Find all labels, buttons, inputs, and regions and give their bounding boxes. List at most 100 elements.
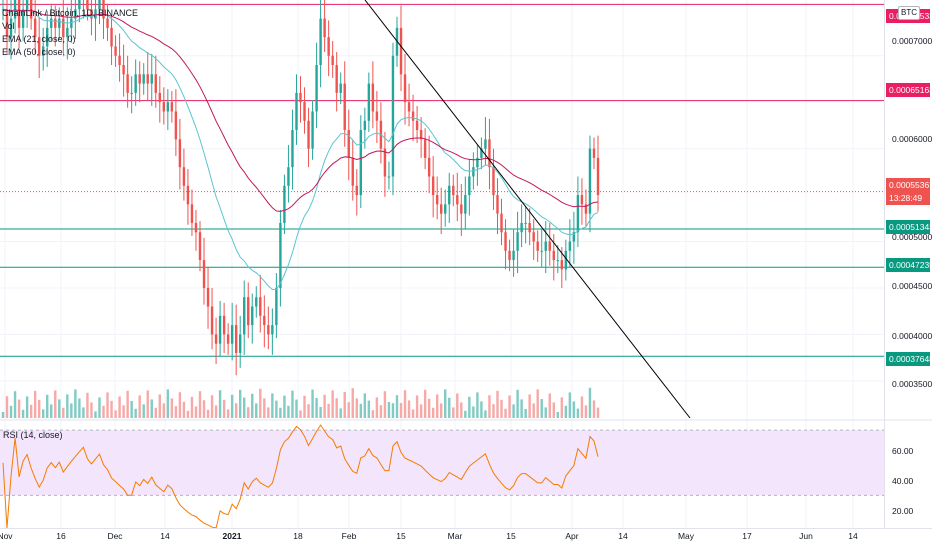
volume-bar: [351, 388, 354, 418]
candle-body: [576, 195, 580, 233]
candle-body: [114, 46, 117, 56]
symbol-title[interactable]: ChainLink / Bitcoin, 1D, BINANCE: [2, 8, 139, 18]
volume-bar: [202, 400, 206, 418]
candle-body: [46, 27, 49, 47]
volume-bar: [130, 401, 133, 418]
volume-bar: [419, 404, 423, 418]
candle-body: [90, 9, 93, 19]
rsi-legend[interactable]: RSI (14, close): [3, 430, 63, 440]
ema50-legend[interactable]: EMA (50, close, 0): [2, 47, 76, 57]
time-tick: 15: [396, 531, 406, 541]
volume-bar: [291, 390, 294, 418]
volume-bar: [247, 407, 250, 418]
candle-body: [584, 204, 588, 214]
candle-body: [118, 55, 121, 66]
volume-bar: [58, 399, 61, 418]
ema21-legend[interactable]: EMA (21, close, 0): [2, 34, 76, 44]
candle-body: [520, 222, 523, 233]
candle-body: [556, 260, 560, 262]
candle-body: [419, 130, 423, 140]
chart-axes: [0, 0, 932, 529]
volume-bar: [299, 410, 302, 418]
volume-bar: [403, 390, 407, 418]
volume-bar: [355, 398, 358, 418]
volume-bar: [13, 391, 17, 418]
time-tick: 15: [506, 531, 516, 541]
candle-body: [560, 260, 564, 270]
volume-bar: [532, 403, 535, 418]
currency-badge[interactable]: BTC: [898, 6, 920, 20]
candle-body: [234, 325, 238, 353]
volume-bar: [138, 395, 141, 418]
candle-body: [138, 74, 141, 84]
time-tick: Feb: [341, 531, 357, 541]
volume-bar: [343, 392, 346, 418]
candle-body: [343, 83, 346, 131]
candle-body: [540, 250, 543, 252]
candle-body: [58, 18, 61, 28]
volume-bar: [311, 389, 314, 418]
volume-bar: [166, 389, 170, 418]
candle-body: [335, 65, 338, 93]
volume-bar: [323, 394, 326, 418]
candle-body: [25, 0, 29, 10]
candle-body: [488, 139, 491, 168]
candle-body: [122, 65, 125, 75]
candle-body: [283, 185, 286, 223]
volume-bar: [9, 405, 13, 418]
candle-body: [399, 27, 403, 75]
rsi-tick: 20.00: [892, 506, 914, 516]
volume-bar: [62, 407, 65, 418]
volume-bar: [218, 390, 222, 418]
time-tick: Mar: [447, 531, 463, 541]
volume-bar: [383, 391, 387, 418]
candle-body: [110, 27, 113, 47]
volume-bar: [411, 409, 415, 418]
candle-body: [74, 9, 77, 19]
volume-bar: [255, 403, 258, 418]
volume-bar: [552, 402, 555, 418]
candle-body: [146, 74, 149, 84]
volume-bar: [464, 410, 467, 418]
volume-bar: [331, 390, 334, 418]
volume-bar: [46, 394, 49, 418]
volume-bar: [580, 396, 584, 418]
candle-body: [251, 306, 254, 326]
volume-bar: [251, 393, 254, 418]
candle-body: [339, 83, 342, 93]
volume-bar: [315, 398, 318, 418]
volume-bars: [1, 387, 600, 418]
volume-bar: [122, 405, 125, 418]
volume-bar: [508, 395, 511, 418]
candle-body: [496, 195, 499, 214]
volume-bar: [480, 401, 483, 418]
volume-bar: [275, 400, 278, 418]
candle-body: [130, 92, 133, 94]
candle-body: [303, 102, 306, 121]
candle-body: [367, 83, 371, 121]
candle-body: [287, 167, 290, 186]
candle-body: [247, 297, 250, 326]
candles: [1, 0, 600, 376]
volume-bar: [114, 410, 117, 418]
candle-body: [267, 325, 270, 335]
candle-body: [142, 74, 145, 84]
volume-bar: [520, 399, 523, 418]
candle-body: [166, 102, 170, 112]
candle-body: [106, 18, 109, 28]
volume-bar: [476, 392, 479, 418]
volume-bar: [407, 400, 411, 418]
volume-legend[interactable]: Vol: [2, 21, 15, 31]
candle-body: [391, 55, 395, 177]
volume-bar: [448, 397, 451, 418]
candle-body: [33, 18, 37, 38]
volume-bar: [496, 390, 499, 418]
candle-body: [263, 315, 266, 326]
volume-bar: [460, 402, 463, 418]
candle-body: [154, 74, 157, 93]
candle-body: [536, 241, 539, 251]
volume-bar: [327, 403, 330, 418]
candle-body: [580, 195, 584, 205]
time-tick: Dec: [107, 531, 123, 541]
